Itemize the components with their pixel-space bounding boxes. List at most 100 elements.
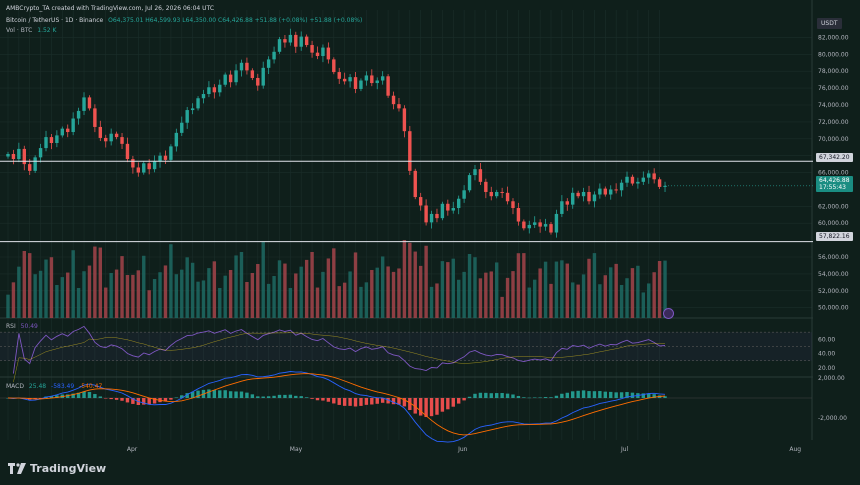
- macd-histogram-bar: [152, 398, 157, 404]
- volume-bar: [185, 257, 189, 318]
- macd-histogram-bar: [234, 391, 238, 398]
- candle: [446, 203, 450, 211]
- macd-histogram-bar: [560, 393, 564, 398]
- volume-bar: [169, 244, 173, 318]
- macd-signal-line: [7, 373, 666, 436]
- level-tag-upper: 67,342.20: [816, 153, 853, 162]
- volume-bar: [288, 288, 293, 318]
- candle: [98, 126, 103, 138]
- volume-bar: [408, 242, 412, 318]
- candle: [207, 87, 211, 95]
- macd-histogram-bar: [603, 391, 607, 398]
- candle: [647, 173, 651, 178]
- volume-bar: [315, 287, 320, 318]
- price-tick-label: 82,000.00: [818, 34, 849, 41]
- candle: [380, 76, 385, 81]
- volume-bar: [337, 286, 341, 318]
- macd-histogram-bar: [538, 397, 542, 398]
- candle: [17, 148, 21, 160]
- candle: [375, 80, 379, 84]
- macd-histogram-bar: [571, 391, 575, 398]
- volume-bar: [131, 274, 135, 318]
- macd-histogram-bar: [565, 392, 569, 398]
- lightning-icon[interactable]: [663, 308, 674, 319]
- volume-bar: [467, 254, 472, 318]
- currency-button[interactable]: USDT: [817, 18, 842, 29]
- brand-name: TradingView: [30, 462, 107, 475]
- macd-histogram-bar: [169, 398, 173, 400]
- candle: [321, 47, 325, 57]
- candle: [429, 213, 434, 223]
- macd-histogram-bar: [641, 393, 646, 398]
- volume-bar: [6, 294, 10, 318]
- volume-bar: [505, 277, 510, 318]
- volume-bar: [125, 275, 130, 318]
- candle: [315, 52, 320, 57]
- volume-bar: [196, 281, 200, 318]
- price-tick-label: 76,000.00: [818, 85, 849, 92]
- volume-bar: [261, 241, 265, 318]
- candle: [397, 104, 401, 109]
- volume-bar: [380, 256, 385, 318]
- volume-bar: [310, 252, 314, 318]
- candle: [408, 131, 412, 171]
- current-price-tag: 64,426.88 17:55:43: [816, 176, 853, 192]
- rsi-pane: [0, 325, 812, 383]
- volume-bar: [576, 284, 580, 318]
- candle: [256, 77, 260, 86]
- macd-value: 25.48: [28, 383, 47, 390]
- macd-histogram-bar: [364, 398, 369, 405]
- candles: [6, 28, 667, 238]
- volume-bar: [533, 279, 537, 318]
- tradingview-logo[interactable]: TradingView: [8, 462, 106, 475]
- volume-bar: [17, 266, 21, 318]
- macd-signal-value: -540.47: [79, 383, 103, 390]
- macd-histogram-bar: [353, 398, 358, 407]
- macd-histogram-bar: [326, 398, 331, 402]
- level-lines: [0, 160, 816, 243]
- macd-histogram-bar: [98, 396, 103, 398]
- volume-bar: [104, 287, 108, 318]
- candle: [348, 77, 352, 82]
- macd-histogram-bar: [397, 398, 401, 405]
- candle: [554, 213, 559, 233]
- macd-histogram-bar: [190, 391, 195, 398]
- rsi-value: 50.49: [20, 323, 38, 330]
- date-tick-label: Aug: [789, 446, 801, 453]
- vol-label: Vol · BTC: [6, 27, 33, 34]
- volume-bar: [332, 248, 336, 318]
- volume-bar: [120, 256, 124, 318]
- macd-histogram-bar: [652, 394, 656, 398]
- candle: [592, 194, 597, 202]
- macd-line: [7, 371, 666, 443]
- volume-bar: [370, 270, 374, 318]
- symbol-line: Bitcoin / TetherUS · 1D · Binance O64,37…: [6, 17, 362, 25]
- macd-histogram-bar: [456, 398, 461, 404]
- volume-bar: [66, 272, 70, 318]
- volume-bar: [511, 271, 515, 318]
- volume-bar: [82, 271, 86, 318]
- candle: [38, 148, 43, 158]
- volume-bar: [473, 257, 477, 318]
- macd-histogram-bar: [310, 398, 314, 399]
- macd-histogram-bar: [391, 398, 396, 405]
- macd-histogram-bar: [549, 397, 553, 398]
- macd-histogram-bar: [484, 392, 488, 398]
- price-tick-label: 52,000.00: [818, 288, 849, 295]
- candle: [22, 148, 26, 165]
- macd-histogram-bar: [256, 396, 260, 398]
- volume-bar: [636, 265, 640, 318]
- macd-histogram-bar: [114, 398, 119, 400]
- macd-histogram-bar: [261, 396, 265, 398]
- candle: [527, 224, 531, 229]
- volume-bar: [543, 261, 548, 318]
- macd-histogram-bar: [87, 391, 92, 398]
- symbol-title[interactable]: Bitcoin / TetherUS · 1D · Binance: [6, 17, 104, 24]
- candle: [326, 47, 331, 60]
- macd-histogram-bar: [49, 396, 54, 398]
- rsi-tick-label: 60.00: [818, 336, 835, 343]
- volume-bar: [245, 282, 249, 318]
- macd-line-value: -583.49: [51, 383, 75, 390]
- macd-histogram-bar: [630, 392, 635, 398]
